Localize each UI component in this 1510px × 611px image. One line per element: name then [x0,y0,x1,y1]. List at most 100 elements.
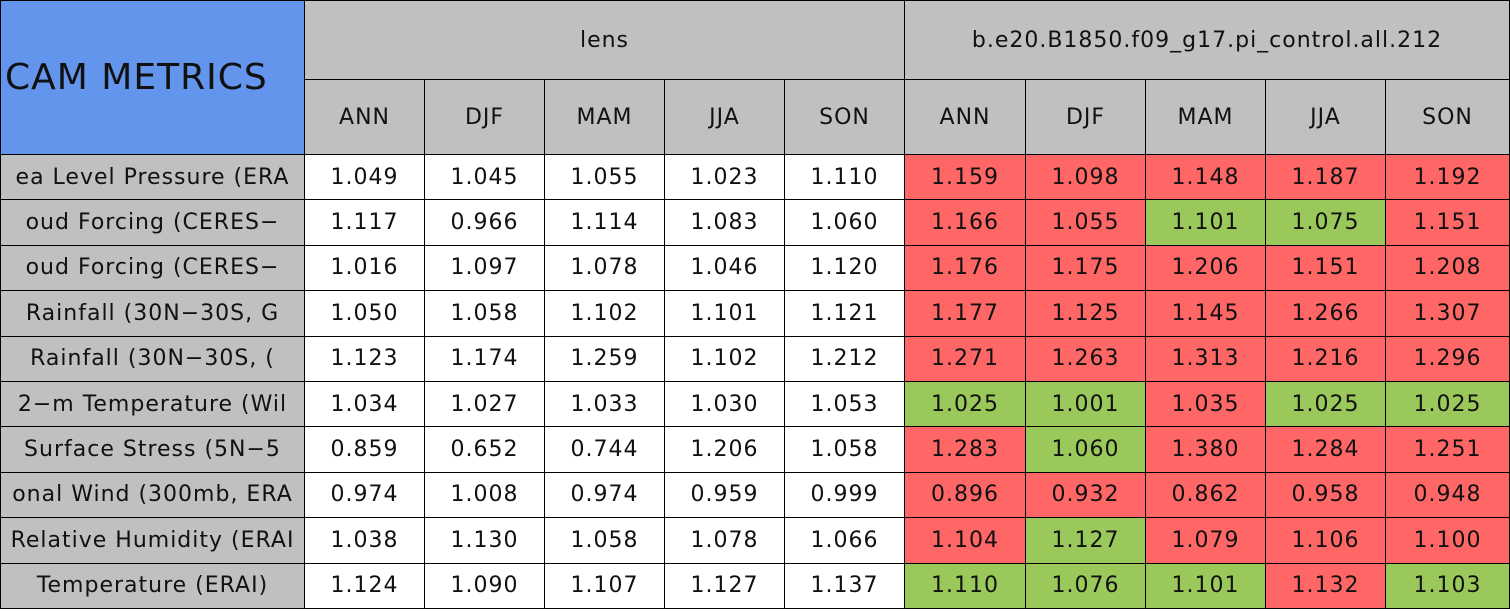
value-cell: 0.959 [665,472,785,519]
value-cell: 1.177 [905,291,1026,337]
value-cell: 1.101 [1146,200,1266,246]
value-cell: 1.263 [1026,336,1146,382]
season-header: ANN [305,80,425,155]
value-cell: 1.106 [1266,518,1386,564]
value-cell: 1.166 [905,200,1026,246]
value-cell: 1.148 [1146,155,1266,201]
season-header: JJA [1266,80,1386,155]
value-cell: 1.101 [665,291,785,337]
value-cell: 1.053 [785,382,905,428]
title-cell: CAM METRICS [0,0,305,155]
row-label: onal Wind (300mb, ERA [0,472,305,519]
value-cell: 1.058 [785,427,905,473]
row-label: Rainfall (30N−30S, ( [0,336,305,382]
value-cell: 1.121 [785,291,905,337]
season-header: DJF [1026,80,1146,155]
value-cell: 1.208 [1386,245,1510,292]
value-cell: 0.974 [545,472,665,519]
value-cell: 1.151 [1266,245,1386,292]
value-cell: 1.097 [425,245,545,292]
season-header: DJF [425,80,545,155]
value-cell: 0.862 [1146,472,1266,519]
value-cell: 1.123 [305,336,425,382]
value-cell: 1.110 [785,155,905,201]
value-cell: 1.079 [1146,518,1266,564]
value-cell: 1.027 [425,382,545,428]
value-cell: 1.023 [665,155,785,201]
value-cell: 0.974 [305,472,425,519]
value-cell: 0.896 [905,472,1026,519]
value-cell: 1.060 [785,200,905,246]
value-cell: 1.192 [1386,155,1510,201]
value-cell: 1.206 [665,427,785,473]
value-cell: 1.055 [1026,200,1146,246]
season-header: MAM [1146,80,1266,155]
value-cell: 1.090 [425,563,545,609]
value-cell: 1.127 [1026,518,1146,564]
value-cell: 1.034 [305,382,425,428]
value-cell: 1.058 [425,291,545,337]
value-cell: 1.259 [545,336,665,382]
season-header: SON [785,80,905,155]
value-cell: 1.055 [545,155,665,201]
value-cell: 1.058 [545,518,665,564]
value-cell: 1.083 [665,200,785,246]
value-cell: 1.102 [665,336,785,382]
value-cell: 1.098 [1026,155,1146,201]
value-cell: 1.125 [1026,291,1146,337]
row-label: Rainfall (30N−30S, G [0,291,305,337]
value-cell: 1.132 [1266,563,1386,609]
group-header: lens [305,0,905,80]
value-cell: 1.103 [1386,563,1510,609]
value-cell: 1.110 [905,563,1026,609]
value-cell: 1.001 [1026,382,1146,428]
value-cell: 1.284 [1266,427,1386,473]
season-header: MAM [545,80,665,155]
value-cell: 1.175 [1026,245,1146,292]
value-cell: 1.033 [545,382,665,428]
value-cell: 1.176 [905,245,1026,292]
value-cell: 1.174 [425,336,545,382]
value-cell: 1.060 [1026,427,1146,473]
value-cell: 1.380 [1146,427,1266,473]
value-cell: 1.187 [1266,155,1386,201]
value-cell: 0.932 [1026,472,1146,519]
value-cell: 1.104 [905,518,1026,564]
row-label: Surface Stress (5N−5 [0,427,305,473]
value-cell: 0.948 [1386,472,1510,519]
value-cell: 1.078 [665,518,785,564]
value-cell: 1.076 [1026,563,1146,609]
value-cell: 1.107 [545,563,665,609]
value-cell: 1.045 [425,155,545,201]
value-cell: 1.151 [1386,200,1510,246]
value-cell: 0.958 [1266,472,1386,519]
value-cell: 1.046 [665,245,785,292]
row-label: oud Forcing (CERES− [0,245,305,292]
value-cell: 0.652 [425,427,545,473]
value-cell: 1.296 [1386,336,1510,382]
group-header: b.e20.B1850.f09_g17.pi_control.all.212 [905,0,1510,80]
value-cell: 1.251 [1386,427,1510,473]
value-cell: 1.030 [665,382,785,428]
value-cell: 1.114 [545,200,665,246]
value-cell: 1.130 [425,518,545,564]
value-cell: 1.137 [785,563,905,609]
row-label: Relative Humidity (ERAI [0,518,305,564]
value-cell: 0.966 [425,200,545,246]
value-cell: 0.999 [785,472,905,519]
value-cell: 1.008 [425,472,545,519]
value-cell: 1.025 [1386,382,1510,428]
row-label: 2−m Temperature (Wil [0,382,305,428]
value-cell: 1.025 [1266,382,1386,428]
row-label: Temperature (ERAI) [0,563,305,609]
value-cell: 1.266 [1266,291,1386,337]
value-cell: 1.145 [1146,291,1266,337]
value-cell: 1.117 [305,200,425,246]
value-cell: 1.025 [905,382,1026,428]
value-cell: 1.049 [305,155,425,201]
value-cell: 1.271 [905,336,1026,382]
value-cell: 1.035 [1146,382,1266,428]
value-cell: 1.102 [545,291,665,337]
value-cell: 1.159 [905,155,1026,201]
